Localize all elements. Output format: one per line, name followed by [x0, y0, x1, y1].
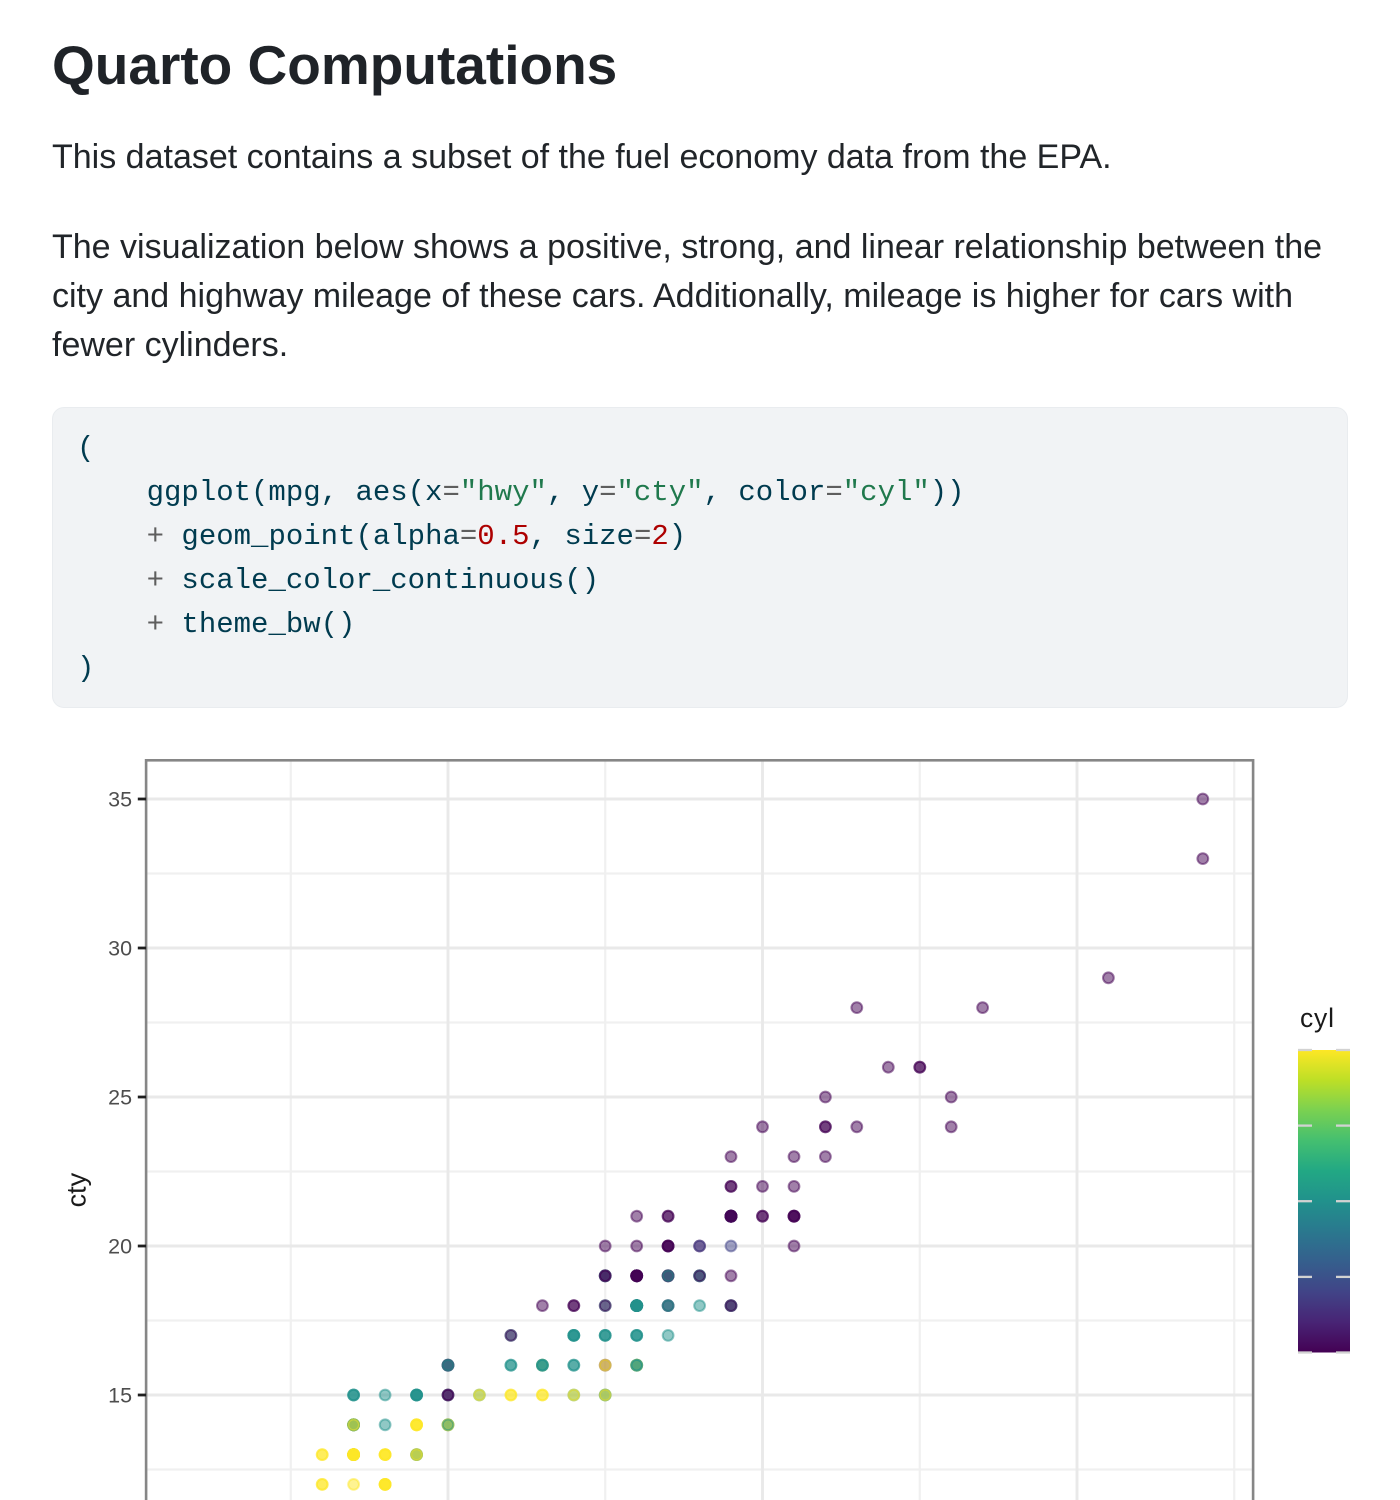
svg-text:cyl: cyl	[1300, 1003, 1335, 1033]
svg-text:cty: cty	[62, 1172, 92, 1207]
svg-text:25: 25	[108, 1086, 132, 1110]
svg-text:35: 35	[108, 788, 132, 812]
svg-text:15: 15	[108, 1384, 132, 1408]
svg-text:30: 30	[108, 937, 132, 961]
svg-text:20: 20	[108, 1235, 132, 1259]
